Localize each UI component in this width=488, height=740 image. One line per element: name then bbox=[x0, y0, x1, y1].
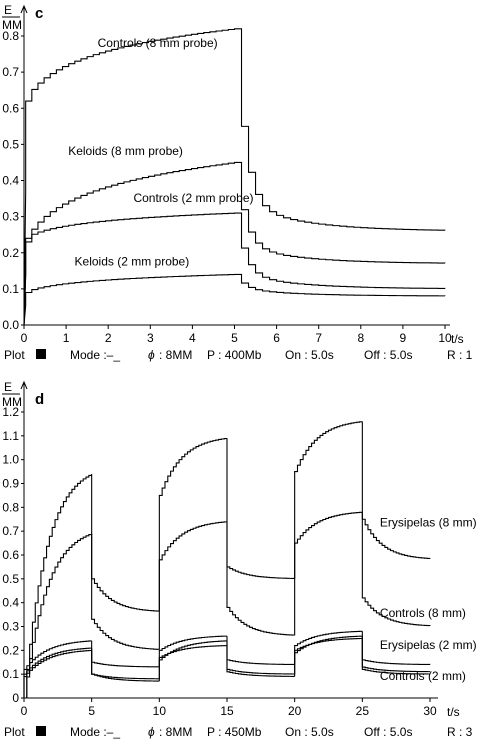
status-mode: Mode :–_ bbox=[70, 725, 120, 739]
x-tick-label: 0 bbox=[21, 331, 28, 345]
y-tick-label: 1.2 bbox=[2, 405, 19, 419]
y-tick-label: 1.1 bbox=[2, 429, 19, 443]
series-c bbox=[23, 28, 446, 326]
x-tick-label: 7 bbox=[315, 331, 322, 345]
plot-marker-square bbox=[36, 726, 46, 736]
x-tick-label: 20 bbox=[288, 704, 302, 718]
y-tick-label: 0.6 bbox=[2, 101, 19, 115]
y-tick-label: 0.8 bbox=[2, 29, 19, 43]
status-off: Off : 5.0s bbox=[364, 725, 412, 739]
y-axis-title-top: E bbox=[4, 380, 12, 394]
status-pressure: P : 450Mb bbox=[207, 725, 262, 739]
annotations-d: Erysipelas (8 mm) Controls (8 mm) Erysipel… bbox=[380, 515, 477, 683]
status-plot: Plot bbox=[4, 725, 25, 739]
x-tick-label: 15 bbox=[220, 704, 234, 718]
status-repetitions: R : 1 bbox=[447, 348, 473, 362]
series-annotation: Controls (8 mm probe) bbox=[98, 36, 218, 50]
x-tick-label: 9 bbox=[400, 331, 407, 345]
plot-marker-square bbox=[36, 349, 46, 359]
status-off: Off : 5.0s bbox=[364, 348, 412, 362]
series-line bbox=[23, 637, 431, 698]
y-axis-title: E MM bbox=[2, 3, 22, 32]
status-repetitions: R : 3 bbox=[447, 725, 473, 739]
status-bar-d: Plot Mode :–_ ϕ : 8MM P : 450Mb On : 5.0… bbox=[4, 725, 473, 739]
y-tick-label: 0.3 bbox=[2, 620, 19, 634]
x-tick-label: 0 bbox=[21, 704, 28, 718]
status-phi: ϕ bbox=[148, 348, 155, 362]
status-mode: Mode :–_ bbox=[70, 348, 120, 362]
status-pressure: P : 400Mb bbox=[207, 348, 262, 362]
panel-letter-c: c bbox=[35, 5, 43, 22]
status-plot: Plot bbox=[4, 348, 25, 362]
y-axis-arrow bbox=[20, 380, 28, 390]
status-diameter: : 8MM bbox=[159, 348, 192, 362]
y-tick-label: 0.6 bbox=[2, 548, 19, 562]
status-diameter: : 8MM bbox=[159, 725, 192, 739]
y-tick-label: 0 bbox=[12, 691, 19, 705]
x-tick-label: 5 bbox=[88, 704, 95, 718]
y-tick-label: 0.5 bbox=[2, 137, 19, 151]
x-tick-label: 5 bbox=[231, 331, 238, 345]
status-phi: ϕ bbox=[148, 725, 155, 739]
y-tick-label: 0.7 bbox=[2, 65, 19, 79]
y-tick-label: 0.1 bbox=[2, 667, 19, 681]
x-tick-label: 10 bbox=[153, 704, 167, 718]
series-annotation: Keloids (2 mm probe) bbox=[75, 254, 190, 268]
y-axis-title-top: E bbox=[4, 3, 12, 17]
x-tick-label: 1 bbox=[63, 331, 70, 345]
y-tick-label: 0.3 bbox=[2, 210, 19, 224]
series-annotation: Controls (2 mm probe) bbox=[133, 191, 253, 205]
x-tick-label: 10 bbox=[438, 331, 452, 345]
status-on: On : 5.0s bbox=[285, 725, 334, 739]
series-annotation: Controls (8 mm) bbox=[380, 606, 466, 620]
x-axis-title: t/s bbox=[451, 332, 464, 346]
x-tick-label: 30 bbox=[423, 704, 437, 718]
axes-d: 0 0.1 0.2 0.3 0.4 0.5 0.6 0.7 0.8 0.9 1.0 1.1 1.2 0 5 1… bbox=[2, 380, 438, 718]
panel-letter-d: d bbox=[35, 391, 44, 408]
series-line bbox=[24, 511, 431, 699]
y-tick-label: 0.9 bbox=[2, 477, 19, 491]
y-tick-label: 0.5 bbox=[2, 572, 19, 586]
status-on: On : 5.0s bbox=[285, 348, 334, 362]
series-line bbox=[23, 161, 446, 326]
x-tick-label: 4 bbox=[189, 331, 196, 345]
x-tick-label: 25 bbox=[356, 704, 370, 718]
series-d bbox=[23, 421, 431, 699]
annotations-c: Controls (8 mm probe) Keloids (8 mm probe… bbox=[68, 36, 253, 269]
panel-d-chart: E MM d 0 0.1 0.2 0.3 0.4 0.5 0.6 0.7 0.8 0.9 1.0 1.… bbox=[2, 380, 477, 719]
x-tick-label: 2 bbox=[105, 331, 112, 345]
y-axis-title: E MM bbox=[2, 380, 22, 409]
status-bar-c: Plot Mode :–_ ϕ : 8MM P : 400Mb On : 5.0… bbox=[4, 348, 473, 362]
series-line bbox=[23, 630, 431, 698]
series-line bbox=[23, 273, 446, 326]
y-tick-label: 0.8 bbox=[2, 500, 19, 514]
y-tick-label: 0.0 bbox=[2, 318, 19, 332]
series-annotation: Controls (2 mm) bbox=[380, 669, 466, 683]
y-tick-label: 0.2 bbox=[2, 246, 19, 260]
series-annotation: Keloids (8 mm probe) bbox=[68, 144, 183, 158]
y-axis-title-bottom: MM bbox=[2, 18, 22, 32]
y-tick-label: 0.2 bbox=[2, 643, 19, 657]
y-tick-label: 0.4 bbox=[2, 174, 19, 188]
y-tick-label: 1.0 bbox=[2, 453, 19, 467]
y-tick-label: 0.7 bbox=[2, 524, 19, 538]
series-annotation: Erysipelas (8 mm) bbox=[380, 515, 477, 529]
x-axis-title: t/s bbox=[447, 705, 460, 719]
y-axis-title-bottom: MM bbox=[2, 395, 22, 409]
y-tick-label: 0.4 bbox=[2, 596, 19, 610]
series-line bbox=[23, 212, 446, 326]
x-tick-label: 8 bbox=[357, 331, 364, 345]
series-annotation: Erysipelas (2 mm) bbox=[380, 638, 477, 652]
series-line bbox=[23, 28, 446, 326]
axes-c: 0.0 0.1 0.2 0.3 0.4 0.5 0.6 0.7 0.8 0 1 2 3 4 5 6 7 8 9 10 bbox=[2, 4, 452, 345]
panel-c-chart: E MM c 0.0 0.1 0.2 0.3 0.4 0.5 0.6 0.7 0.8 0 1 2 3 4 5… bbox=[2, 3, 464, 346]
y-axis-arrow bbox=[20, 4, 28, 14]
y-tick-label: 0.1 bbox=[2, 282, 19, 296]
x-tick-label: 6 bbox=[273, 331, 280, 345]
x-tick-label: 3 bbox=[147, 331, 154, 345]
